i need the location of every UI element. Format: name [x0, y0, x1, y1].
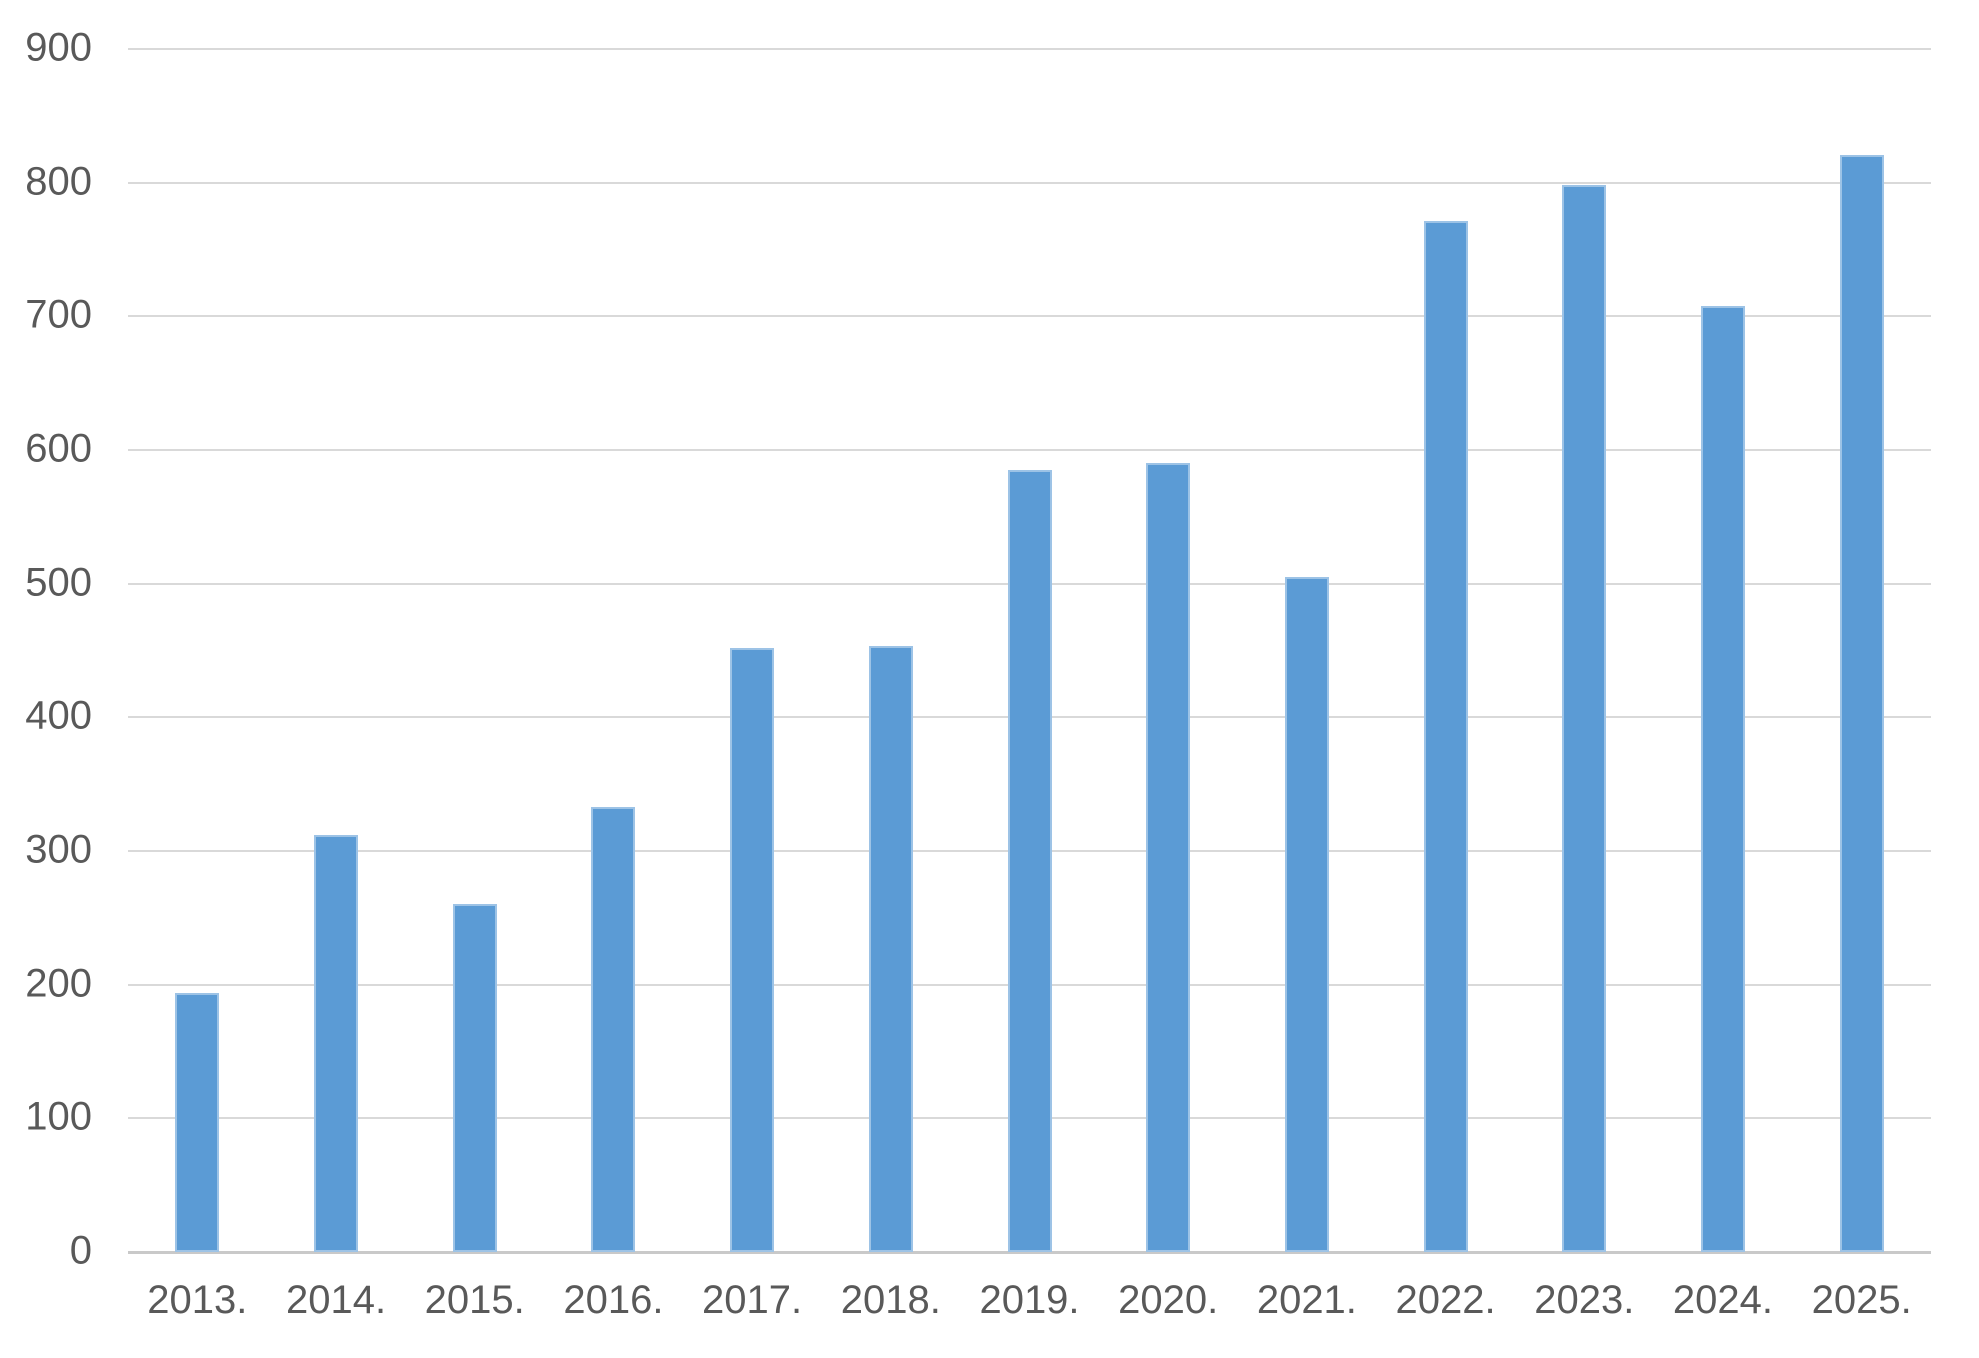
- bar-2016: [591, 806, 636, 1252]
- bar-2022: [1423, 221, 1468, 1252]
- x-tick-label: 2021.: [1256, 1278, 1357, 1322]
- x-tick-label: 2015.: [424, 1278, 525, 1322]
- bar-2023: [1562, 185, 1607, 1252]
- x-tick-label: 2017.: [702, 1278, 803, 1322]
- x-tick-label: 2018.: [840, 1278, 941, 1322]
- bar-2021: [1284, 576, 1329, 1252]
- y-tick-label: 600: [25, 426, 92, 471]
- x-tick-label: 2016.: [563, 1278, 664, 1322]
- x-tick-label: 2019.: [979, 1278, 1080, 1322]
- gridline: [128, 48, 1931, 50]
- bar-2014: [314, 834, 359, 1252]
- x-tick-label: 2020.: [1118, 1278, 1219, 1322]
- y-tick-label: 900: [25, 25, 92, 70]
- bar-2019: [1007, 470, 1052, 1252]
- x-tick-label: 2013.: [147, 1278, 248, 1322]
- y-tick-label: 500: [25, 560, 92, 605]
- y-tick-label: 400: [25, 693, 92, 738]
- bar-2020: [1146, 463, 1191, 1252]
- y-tick-label: 800: [25, 159, 92, 204]
- x-tick-label: 2023.: [1534, 1278, 1635, 1322]
- gridline: [128, 315, 1931, 318]
- x-tick-label: 2014.: [285, 1278, 387, 1322]
- bar-2015: [452, 904, 497, 1252]
- bar-2025: [1839, 154, 1884, 1252]
- y-tick-label: 200: [25, 961, 92, 1006]
- x-tick-label: 2024.: [1672, 1278, 1774, 1322]
- y-tick-label: 100: [25, 1094, 92, 1139]
- gridline: [128, 449, 1931, 451]
- bar-2024: [1700, 305, 1745, 1252]
- y-tick-label: 0: [69, 1228, 92, 1273]
- bar-2017: [730, 647, 775, 1252]
- x-tick-label: 2022.: [1395, 1278, 1496, 1322]
- gridline: [128, 181, 1931, 184]
- bar-2018: [868, 646, 913, 1252]
- x-axis-line: [128, 1251, 1931, 1254]
- y-tick-label: 700: [25, 292, 92, 337]
- bar-2013: [175, 992, 220, 1252]
- x-tick-label: 2025.: [1811, 1278, 1912, 1322]
- y-tick-label: 300: [25, 827, 92, 872]
